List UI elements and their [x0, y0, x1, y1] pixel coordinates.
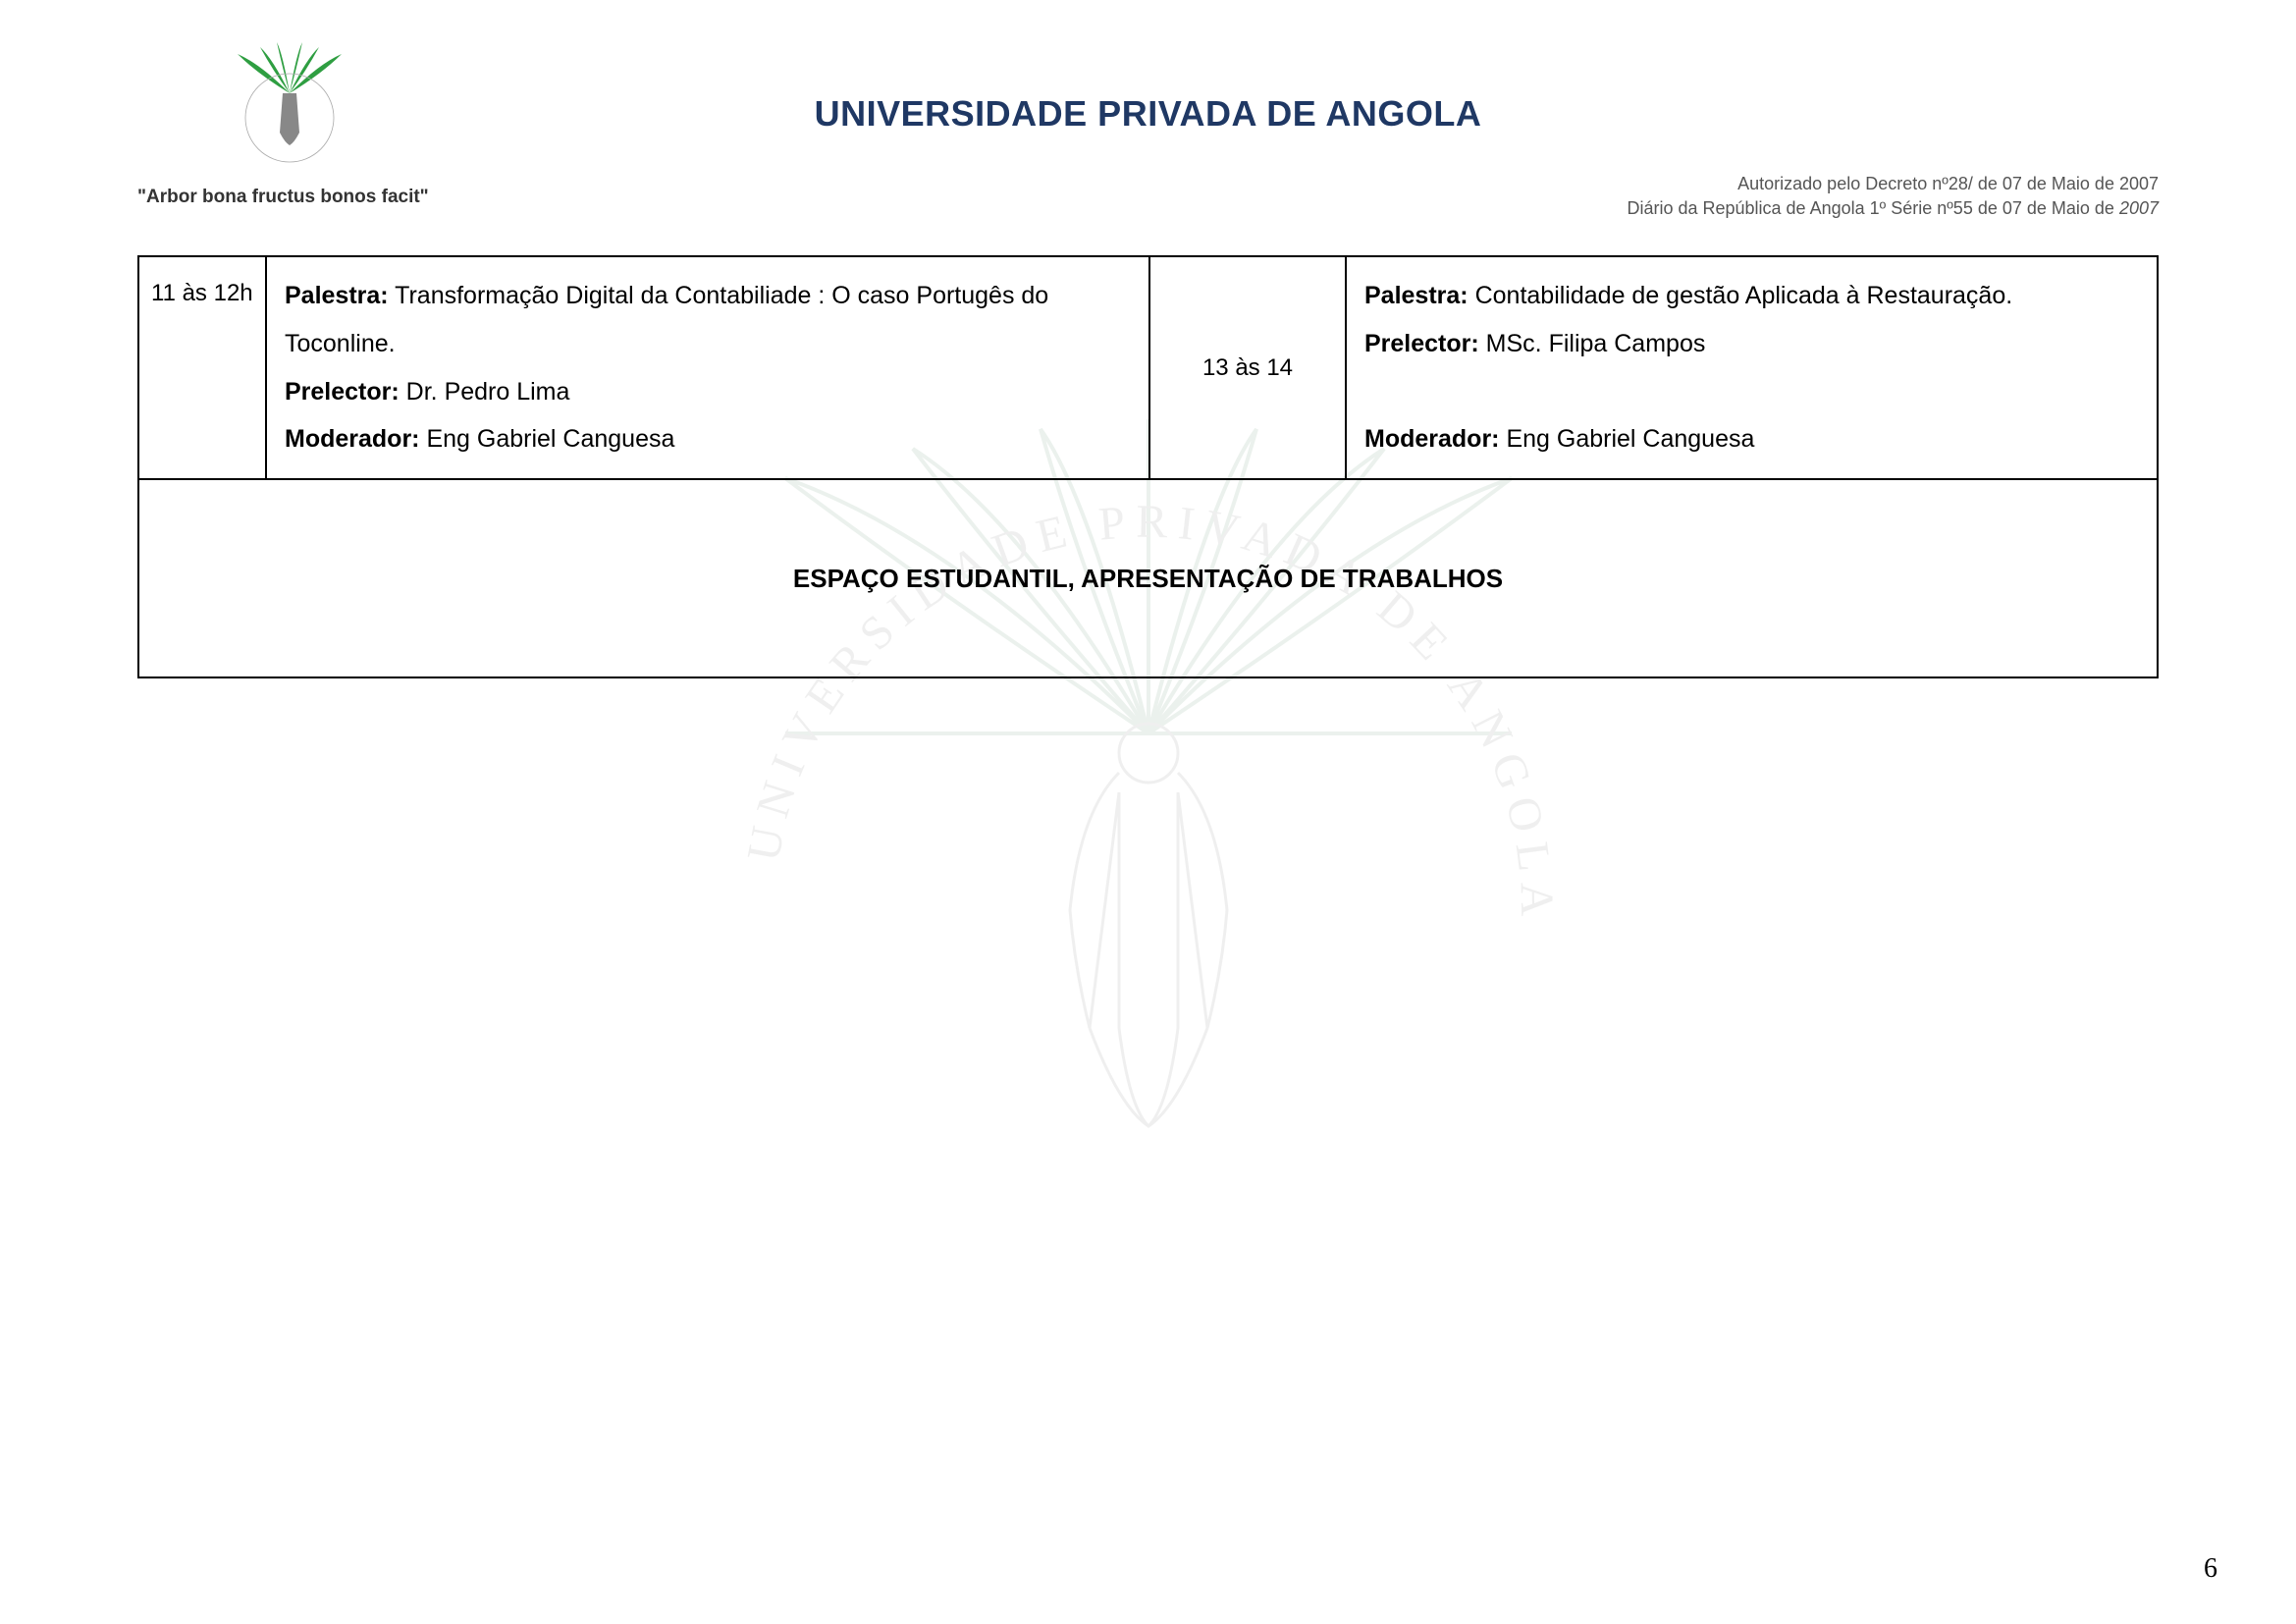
- table-row: 11 às 12h Palestra: Transformação Digita…: [139, 257, 2157, 480]
- page-title: UNIVERSIDADE PRIVADA DE ANGOLA: [815, 93, 1482, 135]
- table-footer-row: ESPAÇO ESTUDANTIL, APRESENTAÇÃO DE TRABA…: [139, 480, 2157, 677]
- time-cell-2: 13 às 14: [1150, 257, 1347, 478]
- motto-text: "Arbor bona fructus bonos facit": [137, 187, 429, 208]
- university-logo: [226, 39, 353, 167]
- content-cell-1: Palestra: Transformação Digital da Conta…: [267, 257, 1150, 478]
- auth-line-1: Autorizado pelo Decreto nº28/ de 07 de M…: [1627, 172, 2159, 196]
- time-cell-1: 11 às 12h: [139, 257, 267, 478]
- content-cell-2: Palestra: Contabilidade de gestão Aplica…: [1347, 257, 2157, 478]
- schedule-table: 11 às 12h Palestra: Transformação Digita…: [137, 255, 2159, 678]
- document-header: "Arbor bona fructus bonos facit" UNIVERS…: [137, 39, 2159, 206]
- page-number: 6: [2204, 1553, 2217, 1585]
- auth-line-2: Diário da República de Angola 1º Série n…: [1627, 196, 2159, 221]
- footer-text: ESPAÇO ESTUDANTIL, APRESENTAÇÃO DE TRABA…: [793, 564, 1503, 594]
- authorization-info: Autorizado pelo Decreto nº28/ de 07 de M…: [1627, 172, 2159, 221]
